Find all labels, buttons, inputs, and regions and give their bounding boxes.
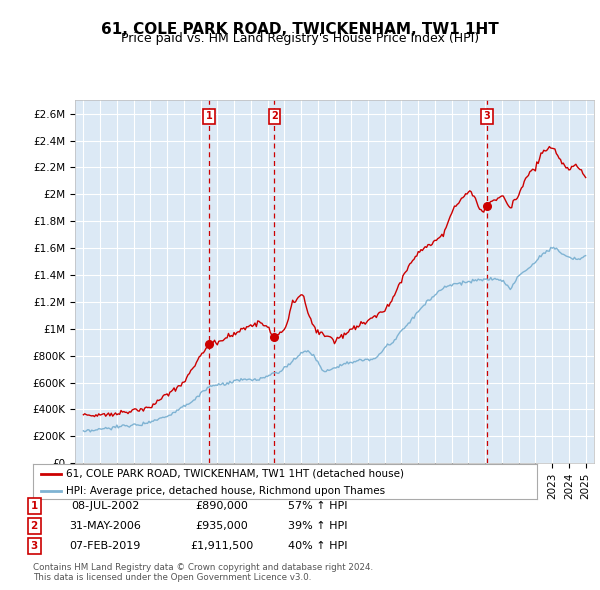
Text: 61, COLE PARK ROAD, TWICKENHAM, TW1 1HT: 61, COLE PARK ROAD, TWICKENHAM, TW1 1HT xyxy=(101,22,499,37)
Text: 08-JUL-2002: 08-JUL-2002 xyxy=(71,502,139,511)
Text: 57% ↑ HPI: 57% ↑ HPI xyxy=(288,502,348,511)
Text: 07-FEB-2019: 07-FEB-2019 xyxy=(70,542,140,551)
Text: 3: 3 xyxy=(31,542,38,551)
Text: 61, COLE PARK ROAD, TWICKENHAM, TW1 1HT (detached house): 61, COLE PARK ROAD, TWICKENHAM, TW1 1HT … xyxy=(66,469,404,479)
Text: This data is licensed under the Open Government Licence v3.0.: This data is licensed under the Open Gov… xyxy=(33,573,311,582)
Text: 2: 2 xyxy=(31,522,38,531)
Text: Price paid vs. HM Land Registry's House Price Index (HPI): Price paid vs. HM Land Registry's House … xyxy=(121,32,479,45)
Text: Contains HM Land Registry data © Crown copyright and database right 2024.: Contains HM Land Registry data © Crown c… xyxy=(33,563,373,572)
Text: 2: 2 xyxy=(271,112,278,122)
Text: £935,000: £935,000 xyxy=(196,522,248,531)
Text: £1,911,500: £1,911,500 xyxy=(190,542,254,551)
Text: 1: 1 xyxy=(31,502,38,511)
Text: 1: 1 xyxy=(206,112,212,122)
Text: HPI: Average price, detached house, Richmond upon Thames: HPI: Average price, detached house, Rich… xyxy=(66,486,385,496)
Text: 39% ↑ HPI: 39% ↑ HPI xyxy=(288,522,348,531)
Text: 3: 3 xyxy=(484,112,490,122)
Text: 40% ↑ HPI: 40% ↑ HPI xyxy=(288,542,348,551)
Text: £890,000: £890,000 xyxy=(196,502,248,511)
Text: 31-MAY-2006: 31-MAY-2006 xyxy=(69,522,141,531)
